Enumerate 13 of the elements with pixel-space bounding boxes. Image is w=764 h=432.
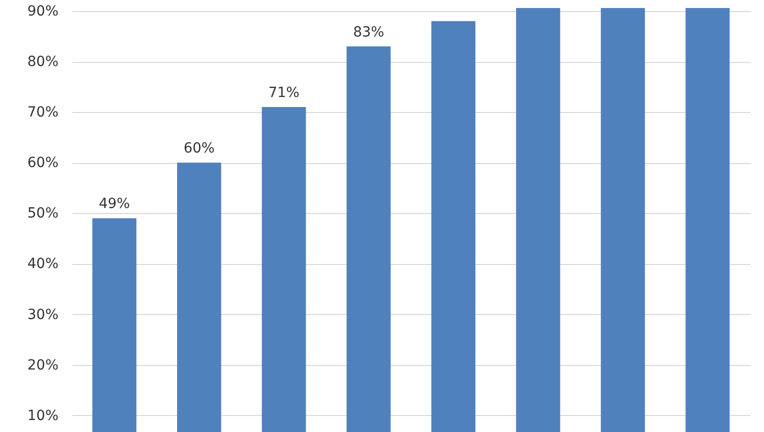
- y-tick-label: 80%: [27, 54, 58, 70]
- y-tick-label: 30%: [27, 306, 58, 323]
- data-label: 83%: [353, 24, 384, 40]
- data-label: 49%: [98, 196, 130, 212]
- y-tick-label: 50%: [27, 206, 58, 222]
- y-tick-label: 60%: [27, 155, 58, 172]
- y-tick-label: 40%: [27, 256, 58, 272]
- data-label: 60%: [184, 140, 215, 157]
- y-tick-label: 90%: [27, 4, 58, 20]
- y-tick-label: 70%: [27, 104, 58, 121]
- data-label: 71%: [268, 85, 300, 102]
- y-tick-label: 10%: [27, 408, 58, 424]
- y-tick-label: 20%: [27, 357, 58, 374]
